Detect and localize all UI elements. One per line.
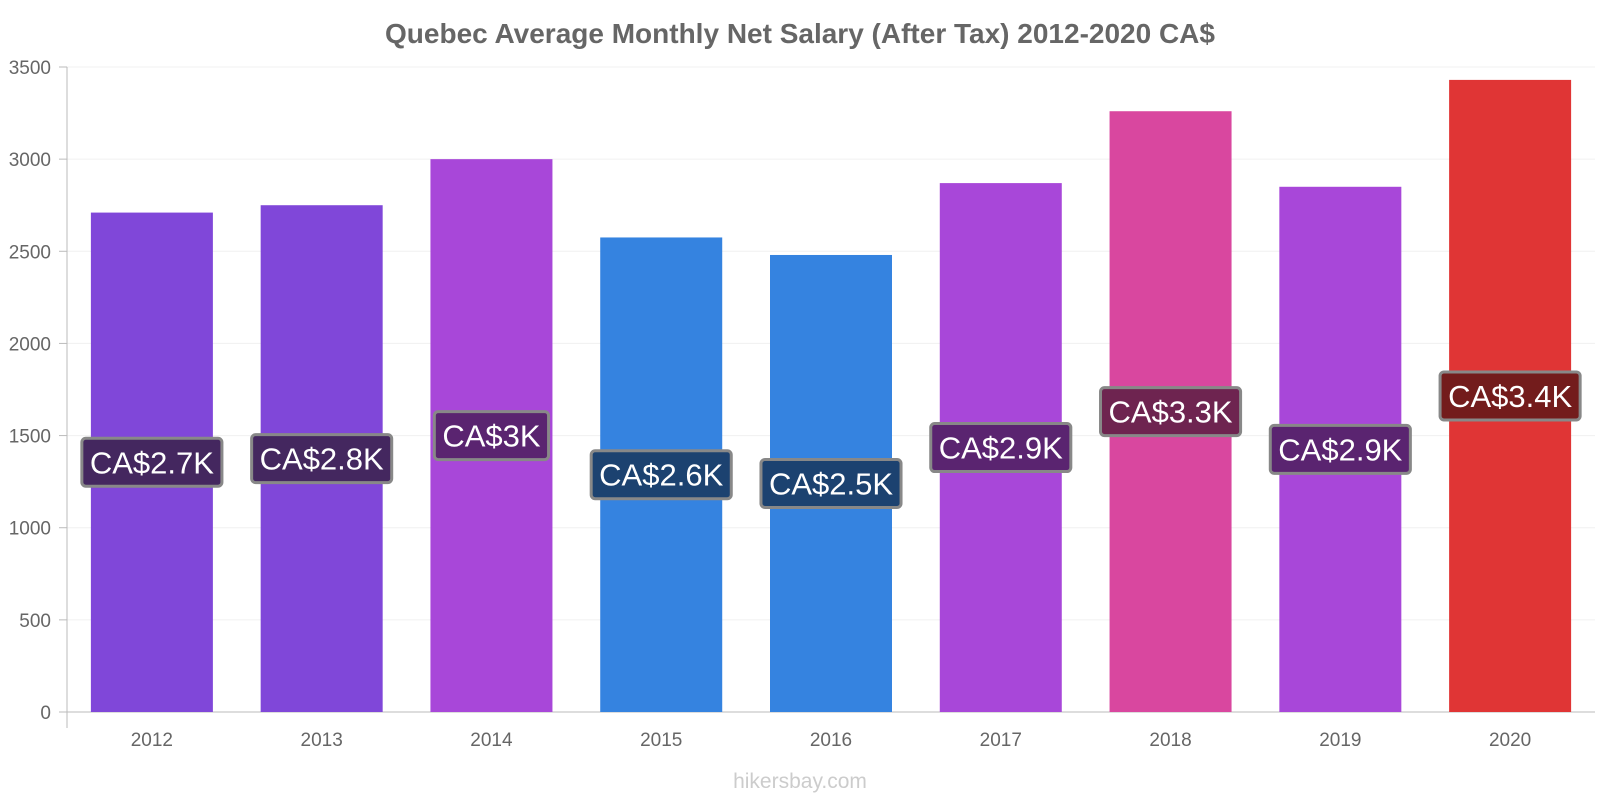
data-label-box <box>80 436 224 488</box>
data-label-box <box>929 422 1073 474</box>
data-label-2013: CA$2.8K <box>250 433 394 485</box>
data-label-text: CA$3K <box>442 419 541 454</box>
data-label-2014: CA$3K <box>432 410 551 462</box>
data-label-box <box>759 457 903 509</box>
y-tick-label: 500 <box>19 611 51 632</box>
data-label-2016: CA$2.5K <box>759 457 903 509</box>
data-label-text: CA$2.6K <box>599 458 723 493</box>
y-tick-label: 3500 <box>9 58 51 79</box>
y-tick-label: 2000 <box>9 334 51 355</box>
y-tick-label: 0 <box>40 703 51 724</box>
bars <box>90 79 1572 713</box>
x-tick-label: 2017 <box>980 730 1022 751</box>
data-label-2012: CA$2.7K <box>80 436 224 488</box>
x-tick-label: 2015 <box>640 730 682 751</box>
x-tick-label: 2018 <box>1149 730 1191 751</box>
x-tick-label: 2014 <box>470 730 513 751</box>
x-tick-label: 2012 <box>131 730 173 751</box>
data-label-text: CA$3.3K <box>1109 395 1233 430</box>
data-label-box <box>432 410 551 462</box>
data-label-2018: CA$3.3K <box>1099 386 1243 438</box>
data-label-text: CA$2.9K <box>939 431 1063 466</box>
data-label-text: CA$2.7K <box>90 445 214 480</box>
data-label-2019: CA$2.9K <box>1268 423 1412 475</box>
x-tick-label: 2019 <box>1319 730 1361 751</box>
data-label-text: CA$2.8K <box>260 442 384 477</box>
x-tick-label: 2013 <box>301 730 343 751</box>
data-label-text: CA$2.9K <box>1278 432 1402 467</box>
data-label-text: CA$3.4K <box>1448 379 1572 414</box>
watermark: hikersbay.com <box>733 770 867 793</box>
data-label-2017: CA$2.9K <box>929 422 1073 474</box>
chart-title: Quebec Average Monthly Net Salary (After… <box>385 18 1215 49</box>
data-label-2020: CA$3.4K <box>1438 370 1582 422</box>
data-label-box <box>250 433 394 485</box>
data-label-2015: CA$2.6K <box>589 449 733 501</box>
y-tick-label: 2500 <box>9 242 51 263</box>
y-tick-label: 3000 <box>9 150 51 171</box>
y-tick-label: 1000 <box>9 519 51 540</box>
data-label-box <box>1268 423 1412 475</box>
data-label-box <box>1438 370 1582 422</box>
y-tick-label: 1500 <box>9 427 51 448</box>
data-labels: CA$2.7K CA$2.8K CA$3K CA$2.6K CA$2.5K CA$2.9K… <box>80 370 1582 509</box>
data-label-text: CA$2.5K <box>769 466 893 501</box>
x-tick-label: 2016 <box>810 730 852 751</box>
x-tick-label: 2020 <box>1489 730 1531 751</box>
data-label-box <box>1099 386 1243 438</box>
data-label-box <box>589 449 733 501</box>
